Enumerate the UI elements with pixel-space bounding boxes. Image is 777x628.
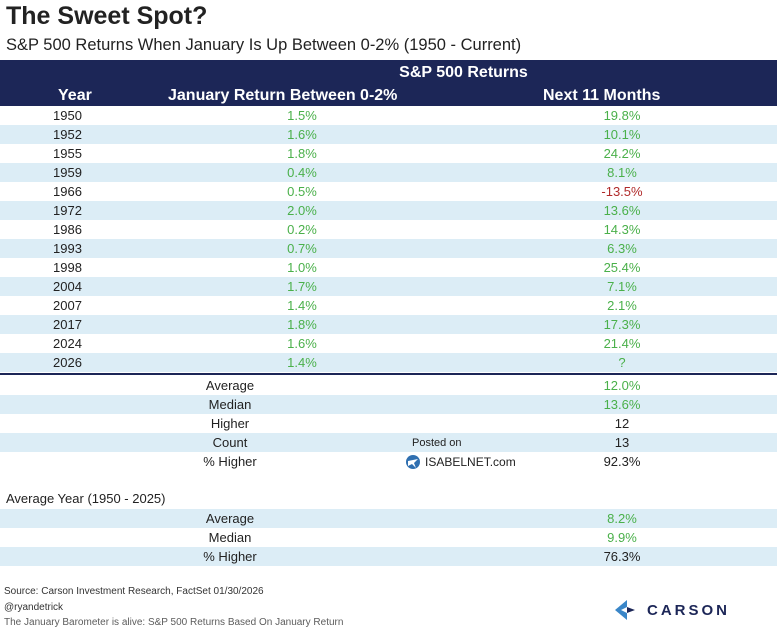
- header-year: Year: [58, 87, 92, 105]
- summary-stats: Average 12.0% Median 13.6% Higher 12 Count 1…: [0, 376, 777, 471]
- table-row: 2024 1.6% 21.4%: [0, 334, 777, 353]
- table-row: 1955 1.8% 24.2%: [0, 144, 777, 163]
- isabelnet-watermark: ISABELNET.com: [405, 454, 516, 470]
- table-row: 1993 0.7% 6.3%: [0, 239, 777, 258]
- table-row: 1998 1.0% 25.4%: [0, 258, 777, 277]
- stat-row: Average 12.0%: [0, 376, 777, 395]
- page-subtitle: S&P 500 Returns When January Is Up Betwe…: [6, 36, 521, 55]
- table-row: 1986 0.2% 14.3%: [0, 220, 777, 239]
- carson-logo-icon: [613, 598, 637, 622]
- stat-row: Higher 12: [0, 414, 777, 433]
- table-row: 1966 0.5% -13.5%: [0, 182, 777, 201]
- stat-row: Median 13.6%: [0, 395, 777, 414]
- stat-row: Count 13: [0, 433, 777, 452]
- stat-row: % Higher 92.3%: [0, 452, 777, 471]
- returns-table: 1950 1.5% 19.8% 1952 1.6% 10.1% 1955 1.8% 24.2…: [0, 106, 777, 372]
- isabelnet-logo-icon: [405, 454, 421, 470]
- isabelnet-site: ISABELNET.com: [425, 455, 516, 469]
- table-row: 1950 1.5% 19.8%: [0, 106, 777, 125]
- table-row: 2026 1.4%?: [0, 353, 777, 372]
- table-row: 1972 2.0% 13.6%: [0, 201, 777, 220]
- source-note: Source: Carson Investment Research, Fact…: [4, 586, 264, 597]
- carson-logo: CARSON: [613, 598, 730, 622]
- posted-on-label: Posted on: [412, 437, 462, 449]
- header-january-return: January Return Between 0-2%: [168, 87, 397, 105]
- table-row: 1952 1.6% 10.1%: [0, 125, 777, 144]
- page-title: The Sweet Spot?: [6, 2, 207, 31]
- table-row: 2004 1.7% 7.1%: [0, 277, 777, 296]
- stat-row: Average 8.2%: [0, 509, 777, 528]
- average-year-heading: Average Year (1950 - 2025): [6, 491, 166, 506]
- header-next-11-months: Next 11 Months: [543, 87, 660, 105]
- table-row: 2017 1.8% 17.3%: [0, 315, 777, 334]
- table-row: 2007 1.4% 2.1%: [0, 296, 777, 315]
- table-divider: [0, 373, 777, 375]
- table-row: 1959 0.4% 8.1%: [0, 163, 777, 182]
- author-handle: @ryandetrick: [4, 602, 63, 613]
- table-header: S&P 500 Returns Year January Return Betw…: [0, 60, 777, 106]
- stat-row: % Higher 76.3%: [0, 547, 777, 566]
- cutoff-caption: The January Barometer is alive: S&P 500 …: [4, 617, 343, 628]
- stat-row: Median 9.9%: [0, 528, 777, 547]
- header-group-label: S&P 500 Returns: [0, 64, 777, 82]
- average-year-stats: Average 8.2% Median 9.9% % Higher 76.3%: [0, 509, 777, 566]
- carson-brand: CARSON: [647, 602, 730, 619]
